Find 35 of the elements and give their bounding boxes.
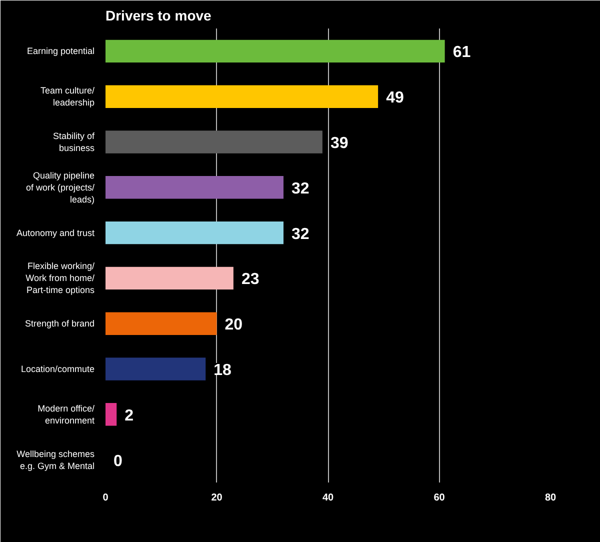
y-tick-label: Flexible working/ Work from home/ Part-time options [26, 261, 95, 296]
y-tick-label: Wellbeing schemes e.g. Gym & Mental [16, 448, 95, 471]
y-tick-label: Quality pipeline of work (projects/ leads) [26, 170, 95, 204]
bar [106, 221, 284, 244]
chart-title: Drivers to move [106, 8, 212, 24]
bar [106, 266, 234, 290]
data-label: 39 [330, 135, 348, 152]
data-label: 61 [452, 44, 471, 62]
data-label: 20 [224, 316, 243, 334]
data-label: 49 [386, 90, 404, 107]
data-label: 23 [241, 271, 260, 288]
data-label: 32 [292, 226, 310, 243]
data-label: 32 [292, 180, 310, 198]
y-tick-label: Strength of brand [24, 318, 95, 329]
x-tick-label: 0 [102, 492, 109, 504]
x-tick-label: 80 [544, 492, 556, 504]
data-label: 2 [124, 407, 134, 424]
x-tick-label: 60 [434, 492, 446, 504]
bar [106, 403, 117, 426]
y-tick-label: Autonomy and trust [16, 228, 95, 238]
data-label: 0 [114, 452, 122, 470]
bar [106, 312, 217, 335]
bar [106, 130, 322, 154]
data-label: 18 [214, 362, 232, 379]
x-tick-label: 40 [322, 492, 334, 504]
bar [106, 358, 206, 380]
y-tick-label: Location/commute [20, 364, 95, 374]
x-tick-label: 20 [211, 492, 223, 504]
bar [106, 85, 378, 108]
y-tick-label: Stability of business [52, 131, 95, 153]
y-tick-label: Earning potential [26, 46, 95, 56]
bar [106, 40, 445, 63]
bar [106, 176, 284, 199]
y-tick-label: Modern office/ environment [38, 403, 95, 426]
y-tick-label: Team culture/ leadership [40, 86, 95, 108]
